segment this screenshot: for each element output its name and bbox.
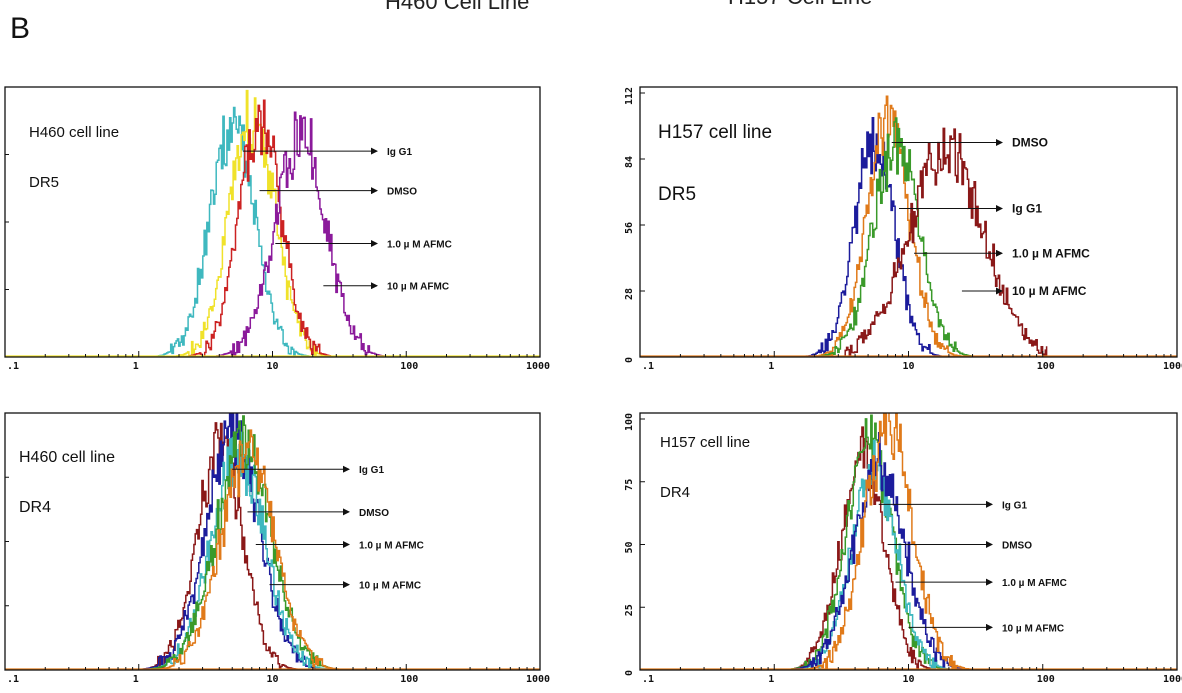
panel-letter: B	[10, 12, 30, 45]
y-tick-label: 0	[624, 357, 635, 363]
y-tick-label: 100	[624, 413, 635, 431]
cell-line-label: H460 cell line	[19, 449, 115, 466]
y-tick-label: 84	[624, 156, 635, 168]
y-tick-label: 112	[624, 87, 635, 105]
histogram-series-4	[777, 431, 981, 670]
annotation-label: DMSO	[1012, 136, 1048, 150]
annotation-label: Ig G1	[1002, 500, 1027, 511]
histogram-panel-h157-dr5: .1 1 10 100 1000 0 28 56 84 112 H157 cell line DR5 D…	[624, 86, 1182, 372]
column-title-h460: H460 Cell Line	[385, 0, 529, 14]
cell-line-label: H157 cell line	[660, 434, 750, 451]
y-tick-label: 50	[624, 541, 635, 553]
y-tick-label: 56	[624, 222, 635, 234]
cell-line-label: H157 cell line	[658, 122, 772, 143]
histogram-panel-h460-dr5: .1 1 10 100 1000 H460 cell line DR5 Ig G1 DMSO 1.…	[4, 86, 550, 372]
receptor-label: DR5	[29, 174, 59, 191]
histogram-panel-h157-dr4: .1 1 10 100 1000 0 25 50 75 100 H157 cell line DR4 I…	[624, 412, 1182, 685]
histogram-series-1	[773, 117, 975, 357]
annotation-label: 1.0 µ M AFMC	[359, 541, 424, 552]
histogram-series-3	[794, 117, 997, 357]
column-title-h157: H157 Cell Line	[728, 0, 872, 9]
y-tick-label: 25	[624, 604, 635, 616]
x-tick-label: 100	[400, 674, 418, 685]
annotation-label: DMSO	[1002, 541, 1032, 552]
x-tick-label: 1000	[1163, 674, 1182, 685]
histogram-series-4	[844, 127, 1048, 357]
histogram-panel-h460-dr4: .1 1 10 100 1000 H460 cell line DR4 Ig G1 DMSO 1.…	[4, 412, 550, 685]
annotation-label: DMSO	[359, 508, 389, 519]
receptor-label: DR5	[658, 184, 696, 205]
annotation-label: 10 µ M AFMC	[387, 282, 449, 293]
histogram-series-4	[198, 111, 401, 357]
annotation-label: Ig G1	[387, 147, 412, 158]
annotation-label: 1.0 µ M AFMC	[1012, 246, 1090, 260]
histogram-series-2	[767, 414, 969, 670]
x-tick-label: 10	[267, 361, 279, 372]
annotation-label: Ig G1	[1012, 202, 1042, 216]
y-tick-label: 75	[624, 479, 635, 491]
x-tick-label: 1000	[526, 674, 550, 685]
cell-line-label: H460 cell line	[29, 124, 119, 141]
histogram-series-5	[146, 429, 349, 670]
x-tick-label: 1	[768, 361, 774, 372]
plot-frame	[639, 412, 1178, 671]
receptor-label: DR4	[660, 484, 690, 501]
histogram-series-1	[131, 106, 333, 357]
x-tick-label: .1	[7, 674, 19, 685]
x-tick-label: .1	[642, 361, 654, 372]
x-tick-label: 1000	[526, 361, 550, 372]
annotation-label: 10 µ M AFMC	[359, 581, 421, 592]
annotation-label: 10 µ M AFMC	[1012, 284, 1087, 298]
annotation-label: Ig G1	[359, 465, 384, 476]
x-tick-label: 1	[133, 361, 139, 372]
histogram-series-5	[787, 413, 990, 670]
histogram-series-3	[159, 99, 360, 357]
x-tick-label: 10	[267, 674, 279, 685]
x-tick-label: .1	[7, 361, 19, 372]
receptor-label: DR4	[19, 499, 51, 516]
y-tick-label: 0	[624, 670, 635, 676]
x-tick-label: 100	[1037, 674, 1055, 685]
histogram-series-1	[761, 426, 963, 670]
x-tick-label: 10	[903, 674, 915, 685]
histogram-series-2	[787, 95, 989, 357]
x-tick-label: 100	[1037, 361, 1055, 372]
y-tick-label: 28	[624, 288, 635, 300]
annotation-label: 1.0 µ M AFMC	[387, 239, 452, 250]
x-tick-label: 10	[903, 361, 915, 372]
x-tick-label: 1	[768, 674, 774, 685]
x-tick-label: 100	[400, 361, 418, 372]
x-tick-label: .1	[642, 674, 654, 685]
x-tick-label: 1000	[1163, 361, 1182, 372]
annotation-label: 1.0 µ M AFMC	[1002, 578, 1067, 589]
annotation-label: 10 µ M AFMC	[1002, 623, 1064, 634]
annotation-label: DMSO	[387, 187, 417, 198]
x-tick-label: 1	[133, 674, 139, 685]
